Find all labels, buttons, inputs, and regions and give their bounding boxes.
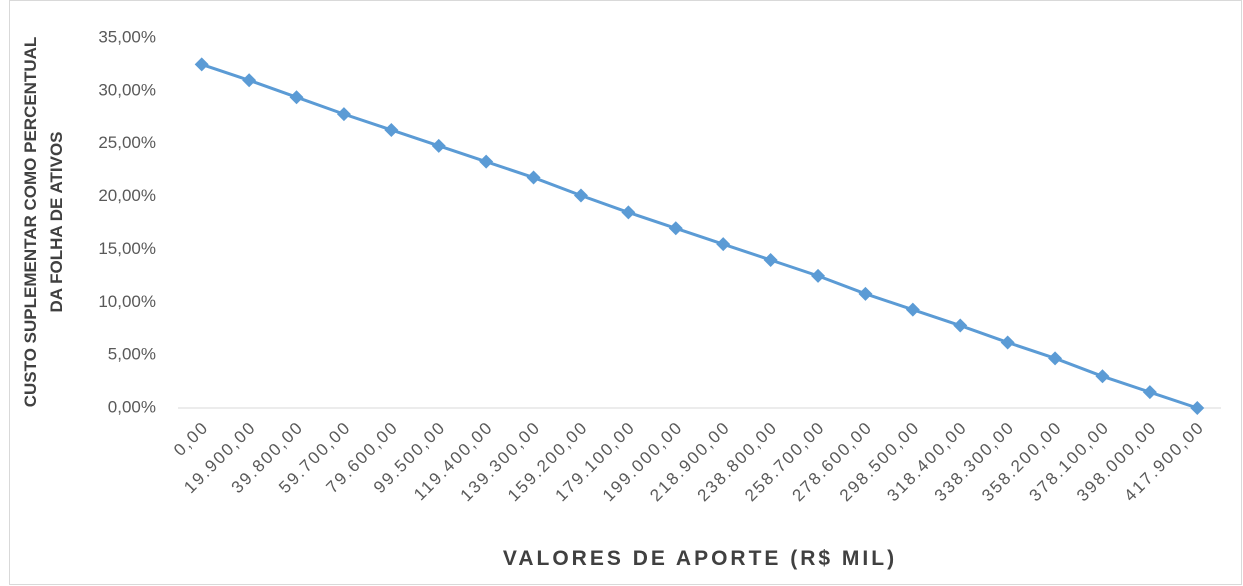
marker — [384, 122, 399, 137]
marker — [1190, 401, 1205, 415]
marker — [811, 268, 826, 283]
y-tick-label: 0,00% — [108, 397, 156, 416]
marker — [905, 302, 920, 317]
marker — [668, 221, 683, 236]
marker — [242, 73, 257, 88]
marker — [621, 205, 636, 220]
y-tick-label: 25,00% — [98, 133, 156, 152]
marker — [763, 253, 778, 267]
marker — [1142, 385, 1157, 400]
y-tick-label: 35,00% — [98, 27, 156, 46]
marker — [953, 318, 968, 333]
marker — [716, 237, 731, 252]
y-tick-label: 10,00% — [98, 292, 156, 311]
marker — [431, 138, 446, 153]
marker — [526, 170, 541, 185]
y-axis-title: DA FOLHA DE ATIVOS — [47, 131, 66, 312]
x-axis-title: VALORES DE APORTE (R$ MIL) — [503, 547, 897, 570]
marker — [858, 286, 873, 301]
marker — [289, 90, 304, 105]
y-axis-title: CUSTO SUPLEMENTAR COMO PERCENTUAL — [21, 37, 40, 408]
marker — [573, 188, 588, 203]
chart-border — [9, 0, 1242, 585]
marker — [1095, 369, 1110, 384]
y-tick-label: 5,00% — [108, 345, 156, 364]
marker — [1048, 351, 1063, 366]
y-tick-label: 15,00% — [98, 239, 156, 258]
marker — [1000, 335, 1015, 350]
y-tick-label: 20,00% — [98, 186, 156, 205]
y-tick-label: 30,00% — [98, 80, 156, 99]
data-line — [201, 63, 1198, 410]
marker — [336, 107, 351, 122]
marker — [479, 154, 494, 169]
marker — [194, 57, 209, 72]
